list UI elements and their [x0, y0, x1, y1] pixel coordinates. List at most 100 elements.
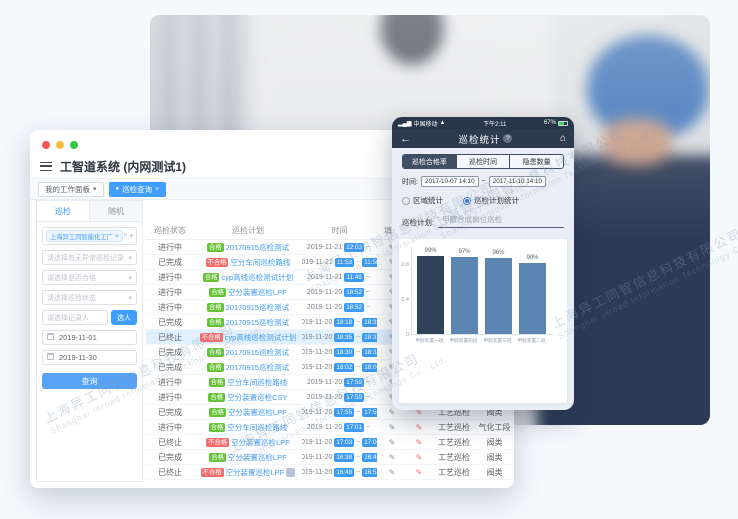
time-to-input[interactable]: 2017-11-10 14:10	[488, 176, 547, 187]
time-from-input[interactable]: 2017-10-07 14:10	[420, 176, 479, 187]
fill-cell: ✎	[377, 360, 407, 374]
sidebar-tab-巡检[interactable]: 巡检	[37, 201, 89, 221]
plan-link[interactable]: cyp高线巡检测试计划	[221, 272, 294, 282]
radio-区域统计[interactable]: 区域统计	[402, 195, 443, 206]
pick-person-button[interactable]: 选人	[111, 310, 137, 325]
plan-cell: 不合格 空分车间巡检路线	[194, 255, 302, 269]
alert-pen-icon[interactable]: ✎	[415, 437, 423, 447]
status-cell: 进行中	[158, 422, 182, 432]
hamburger-icon[interactable]	[40, 161, 52, 171]
segment-巡检时间[interactable]: 巡检时间	[455, 155, 510, 168]
edit-pen-icon[interactable]: ✎	[388, 422, 396, 432]
edit-pen-icon[interactable]: ✎	[389, 393, 396, 402]
org-select[interactable]: 上海异工同智能化工厂 × × ▾	[42, 227, 137, 245]
table-row[interactable]: 已完成合格空分装置巡检LPF2019-11-2017:55~17:56✎✎工艺巡…	[146, 405, 512, 420]
sidebar-tab-随机[interactable]: 随机	[89, 201, 142, 221]
plan-link[interactable]: cyp高线巡检测试计划	[224, 332, 297, 342]
fill-cell: ✎	[377, 345, 407, 359]
date-text: 2019-11-20	[306, 288, 343, 296]
plan-link[interactable]: 空分车间巡检路线	[230, 257, 291, 267]
plan-link[interactable]: 空分装置巡检LPF	[231, 437, 290, 447]
segment-隐患数量[interactable]: 隐患数量	[509, 155, 563, 168]
column-header: 巡检状态	[154, 226, 186, 235]
plan-link[interactable]: 20170915巡检测试	[225, 242, 289, 252]
alert-pen-icon[interactable]: ✎	[415, 467, 423, 477]
edit-pen-icon[interactable]: ✎	[389, 378, 396, 387]
edit-pen-icon[interactable]: ✎	[388, 437, 396, 447]
recorder-input[interactable]: 请选择记录人	[42, 310, 108, 325]
inspection-table: 巡检状态巡检计划时间填写 进行中合格20170915巡检测试2019-11-21…	[146, 222, 512, 480]
radio-巡检计划统计[interactable]: 巡检计划统计	[463, 195, 519, 206]
filter-select-2[interactable]: 请选择巡检状态 ▾	[42, 290, 137, 305]
close-window-button[interactable]	[42, 141, 50, 149]
plan-cell: 合格 空分车间巡检路线	[194, 420, 302, 434]
close-tab-icon[interactable]: ×	[155, 185, 160, 193]
result-badge: 合格	[208, 422, 226, 432]
home-button[interactable]: ⌂	[559, 133, 566, 144]
back-button[interactable]: ←	[400, 132, 411, 145]
edit-pen-icon[interactable]: ✎	[389, 318, 396, 327]
calendar-icon	[47, 353, 54, 360]
edit-pen-icon[interactable]: ✎	[389, 363, 396, 372]
alert-pen-icon[interactable]: ✎	[415, 452, 423, 462]
edit-pen-icon[interactable]: ✎	[388, 452, 396, 462]
filter-select-0[interactable]: 请选择有无异常巡检记录 ▾	[42, 250, 137, 265]
alert-pen-icon[interactable]: ✎	[415, 422, 423, 432]
clear-icon[interactable]: ×	[123, 232, 128, 239]
minimize-window-button[interactable]	[56, 141, 64, 149]
filter-select-1[interactable]: 请选择是否合格 ▾	[42, 270, 137, 285]
plan-link[interactable]: 20170915巡检测试	[225, 302, 289, 312]
plan-link[interactable]: 20170915巡检测试	[225, 317, 289, 327]
help-icon[interactable]: ?	[503, 134, 513, 143]
plan-link[interactable]: 空分装置巡检LPF	[227, 287, 287, 297]
edit-pen-icon[interactable]: ✎	[389, 273, 396, 282]
fill-cell: ✎	[377, 315, 407, 329]
table-row[interactable]: 已完成合格空分装置巡检LPF2019-11-2016:38~16:41✎✎工艺巡…	[146, 450, 512, 465]
time-tilde: ~	[356, 258, 361, 266]
plan-link[interactable]: 空分车间巡检路线	[227, 422, 288, 432]
edit-pen-icon[interactable]: ✎	[389, 333, 396, 342]
plan-link[interactable]: 空分车间巡检路线	[227, 377, 288, 387]
edit-pen-icon[interactable]: ✎	[389, 258, 396, 267]
chevron-down-icon: ▾	[128, 274, 132, 282]
date-end-input[interactable]: 2019-11-30	[42, 350, 137, 365]
start-time-badge: 12:03	[344, 242, 364, 252]
battery-icon	[557, 120, 568, 126]
plan-link[interactable]: 空分装置巡检LPF	[225, 467, 285, 477]
plan-link[interactable]: 20170915巡检测试	[225, 347, 289, 357]
plan-link[interactable]: 空分装置巡检CSY	[227, 392, 288, 402]
start-time-badge: 17:03	[334, 437, 355, 447]
edit-pen-icon[interactable]: ✎	[389, 288, 396, 297]
alert-pen-icon[interactable]: ✎	[415, 407, 423, 417]
time-tilde: ~	[365, 288, 371, 296]
plan-link[interactable]: 空分装置巡检LPF	[227, 452, 287, 462]
edit-pen-icon[interactable]: ✎	[388, 407, 396, 417]
window-titlebar	[42, 141, 78, 149]
table-row[interactable]: 进行中 合格 空分车间巡检路线 2019-11-20 17:01 ~ ✎ ✎ 工艺巡检 气化工段	[146, 420, 512, 435]
date-start-value: 2019-11-01	[58, 333, 97, 342]
remove-tag-icon[interactable]: ×	[114, 232, 119, 240]
search-button[interactable]: 查询	[42, 373, 137, 389]
edit-pen-icon[interactable]: ✎	[388, 467, 396, 477]
tab-巡检查询[interactable]: ● 巡检查询 ×	[108, 181, 167, 197]
table-row[interactable]: 已终止不合格空分装置巡检LPF2019-11-2016:48~16:55✎✎工艺…	[146, 465, 512, 480]
plan-link[interactable]: 空分装置巡检LPF	[227, 407, 287, 417]
edit-pen-icon[interactable]: ✎	[389, 348, 396, 357]
date-start-input[interactable]: 2019-11-01	[42, 330, 137, 345]
plan-link[interactable]: 20170915巡检测试	[225, 362, 289, 372]
plan-value-input[interactable]: 甲醇合成岗位巡检	[438, 214, 564, 228]
edit-pen-icon[interactable]: ✎	[389, 303, 396, 312]
maximize-window-button[interactable]	[70, 141, 78, 149]
tab-我的工作面板[interactable]: 我的工作面板 ▾	[38, 181, 104, 197]
plan-cell: 合格 20170915巡检测试	[194, 360, 302, 374]
segment-巡检合格率[interactable]: 巡检合格率	[403, 155, 456, 168]
edit-pen-icon[interactable]: ✎	[389, 243, 396, 252]
table-row[interactable]: 已终止不合格空分装置巡检LPF2019-11-2017:03~17:06✎✎工艺…	[146, 435, 512, 450]
chevron-down-icon[interactable]: ▾	[93, 186, 97, 193]
